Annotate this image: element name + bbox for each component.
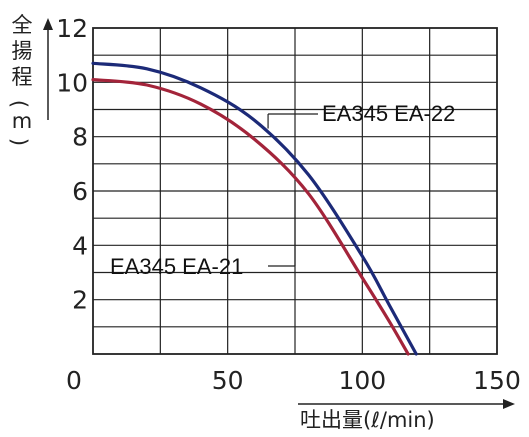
series-labels: EA345 EA-22 EA345 EA-21 — [110, 101, 455, 279]
x-axis-title: 吐出量(ℓ/min) — [300, 408, 435, 432]
y-axis-title-char: 揚 — [12, 39, 33, 63]
series-label-ea-22: EA345 EA-22 — [322, 101, 455, 126]
y-tick-label: 12 — [56, 14, 88, 43]
y-tick-label: 8 — [72, 123, 88, 152]
y-axis-title: 全揚程 (m) — [7, 13, 33, 146]
grid-lines — [93, 28, 497, 354]
y-tick-label: 4 — [72, 231, 88, 260]
x-tick-label: 50 — [212, 366, 244, 395]
axes — [92, 27, 498, 355]
x-tick-label: 0 — [66, 366, 82, 395]
series-lines — [91, 61, 418, 356]
y-axis-arrow — [43, 18, 53, 120]
x-tick-label: 100 — [338, 366, 386, 395]
x-tick-label: 150 — [473, 366, 521, 395]
series-line-1 — [91, 78, 410, 356]
y-axis-title-char: ) — [7, 138, 31, 146]
y-axis-title-char: m — [12, 109, 32, 133]
y-axis-title-char: 程 — [12, 65, 33, 89]
y-axis-title-char: 全 — [12, 13, 33, 37]
y-tick-label: 6 — [72, 177, 88, 206]
series-label-ea-21: EA345 EA-21 — [110, 254, 243, 279]
x-tick-labels: 0 50 100 150 — [66, 366, 521, 395]
y-tick-label: 2 — [72, 286, 88, 315]
y-tick-label: 10 — [56, 68, 88, 97]
plot-frame — [92, 27, 498, 355]
y-tick-labels: 2 4 6 8 10 12 — [56, 14, 88, 315]
y-axis-title-char: ( — [7, 100, 31, 108]
x-axis-arrow — [298, 399, 515, 409]
series-line-0 — [91, 61, 418, 356]
